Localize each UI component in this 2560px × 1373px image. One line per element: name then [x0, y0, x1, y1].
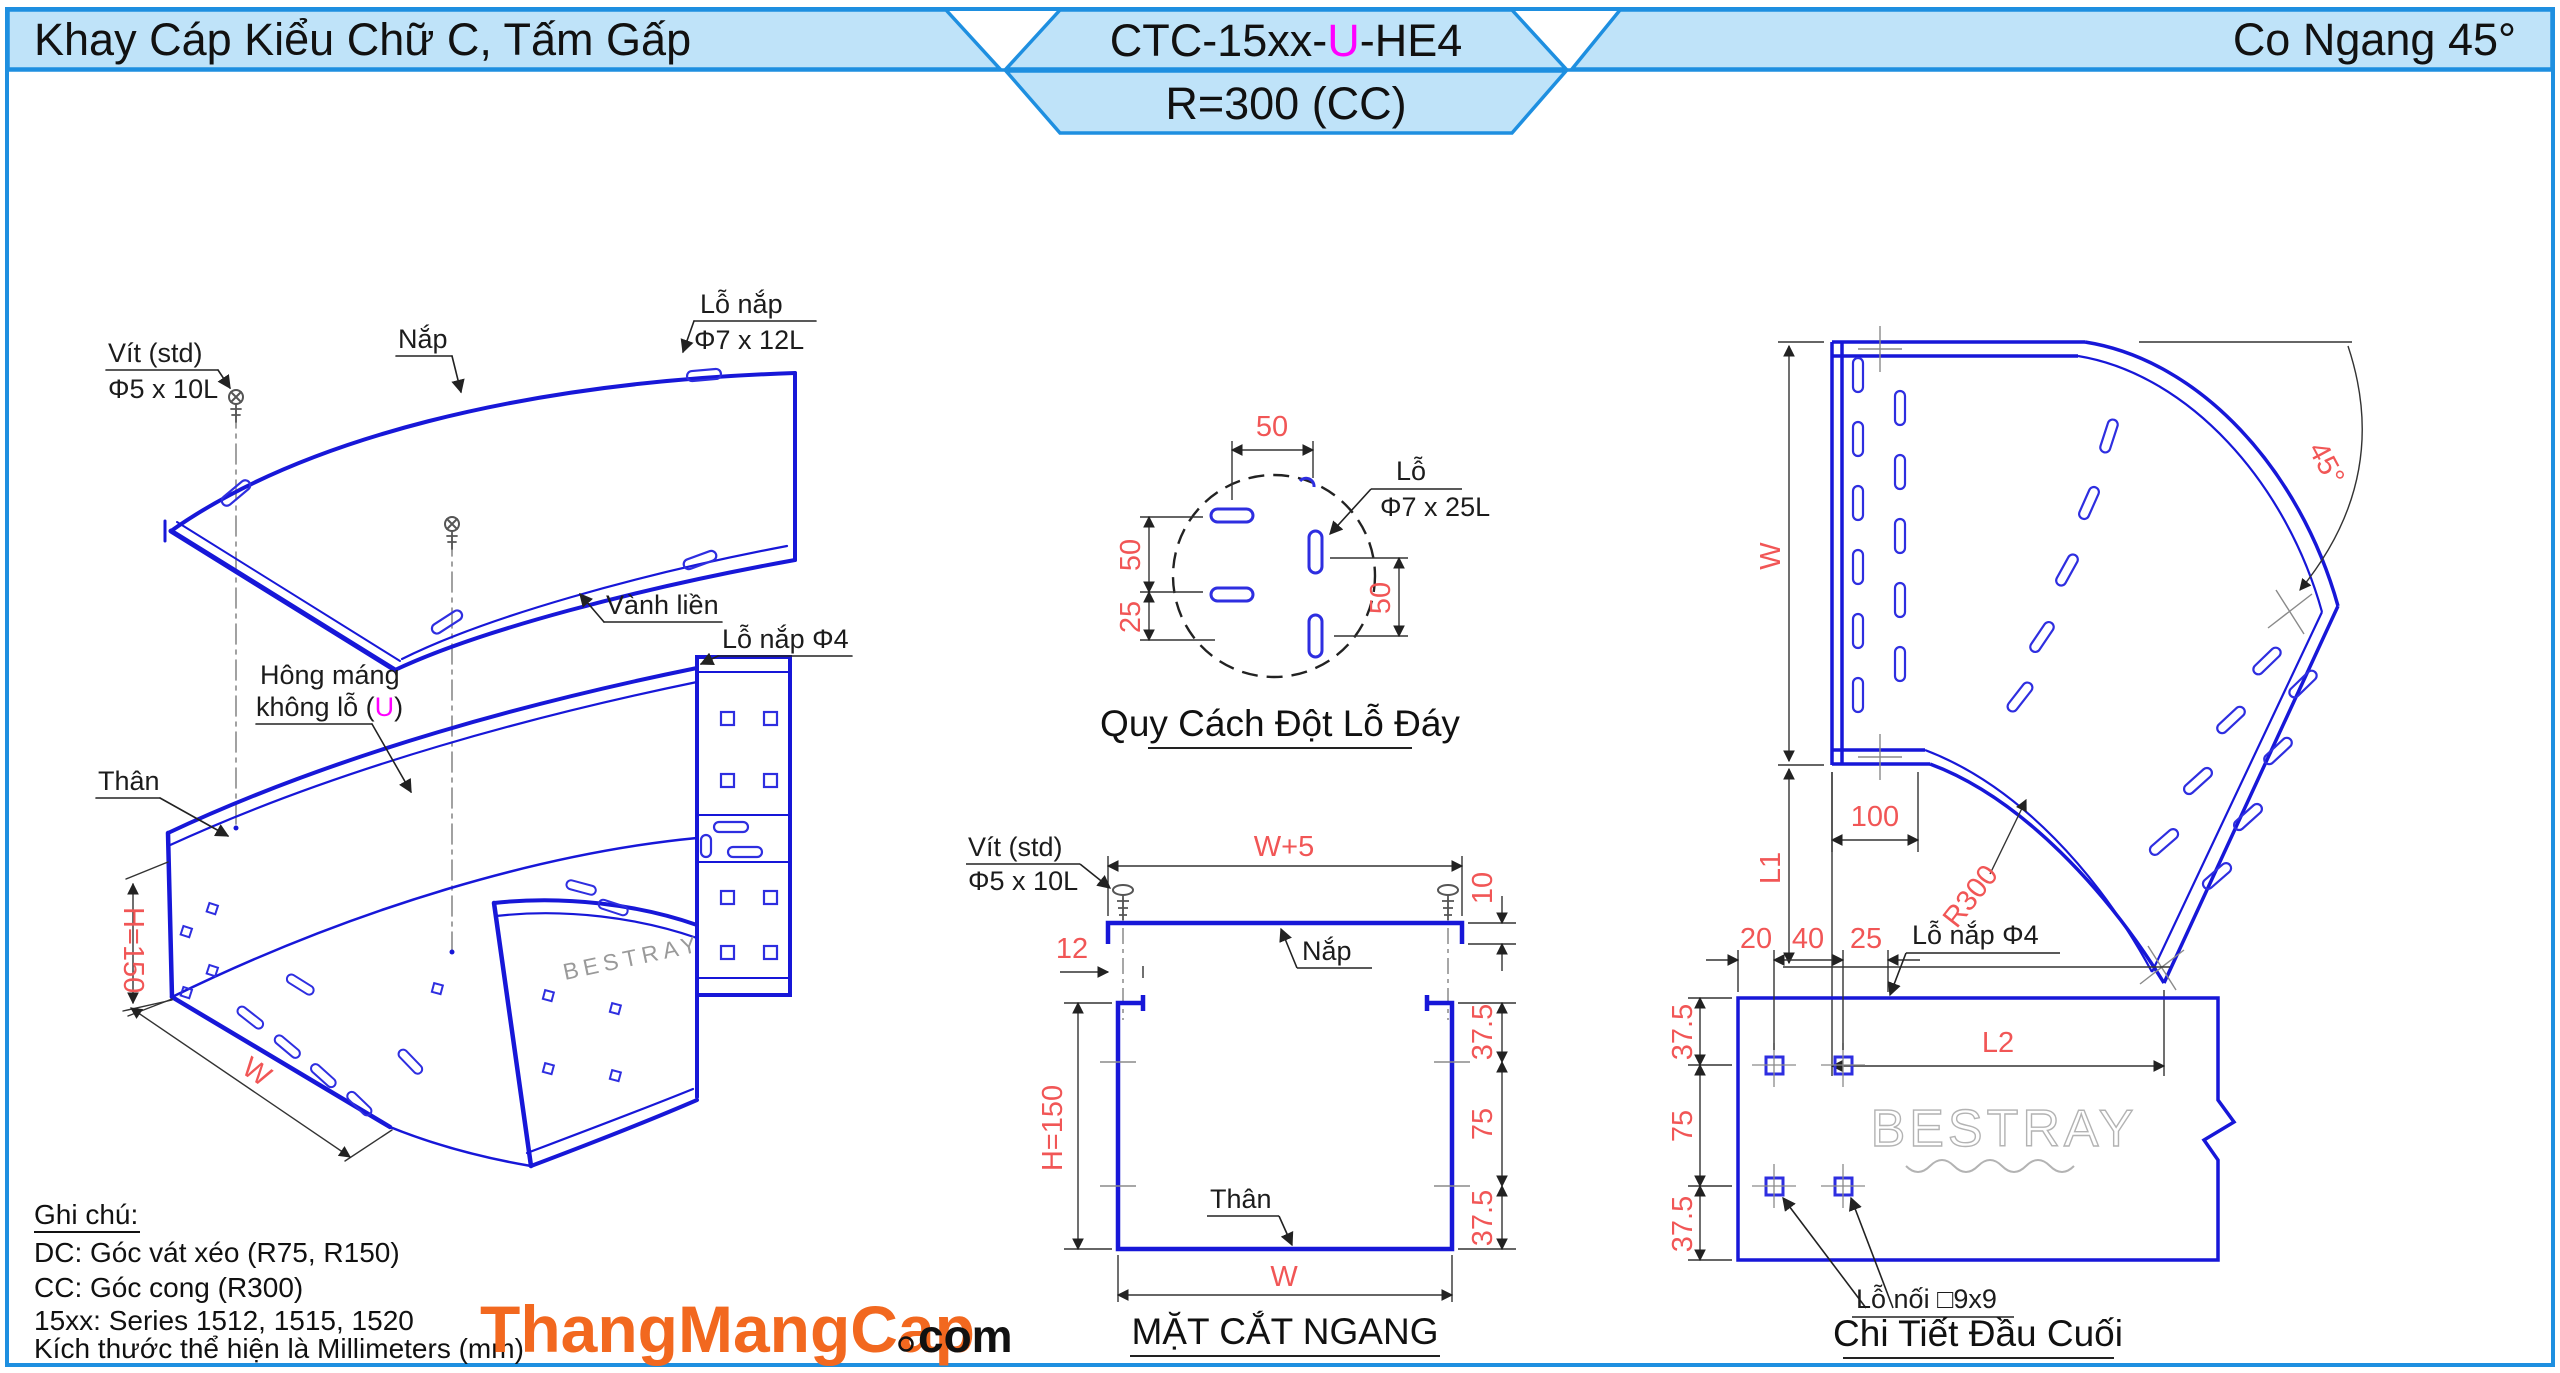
iso-screw-size: Φ5 x 10L: [108, 374, 218, 404]
detail-dim-left-upper: 50: [1115, 539, 1147, 571]
screw-icon: [1112, 884, 1134, 920]
sec-dim-right-bottom: 37.5: [1467, 1190, 1499, 1246]
detail-hole-label: Lỗ: [1396, 455, 1426, 486]
centerline: [1122, 898, 1449, 1020]
iso-dims: [122, 861, 393, 1162]
plan-dim-l2: L2: [1982, 1027, 2014, 1059]
screw-icon: [228, 389, 244, 423]
screw-icon: [444, 516, 460, 550]
model-code: CTC-15xx-U-HE4: [1110, 15, 1463, 66]
cover-slots: [220, 367, 723, 635]
hole-centermarks: [1752, 1043, 1865, 1208]
centerline: [235, 407, 453, 953]
section-leaders: [966, 863, 1372, 1247]
sec-cover-label: Nắp: [1302, 935, 1352, 966]
channel-outline: [1115, 995, 1455, 1252]
detail-hole-size: Φ7 x 25L: [1380, 492, 1490, 522]
svg-text:BESTRAY: BESTRAY: [1871, 1100, 2138, 1158]
iso-cover-hole-label: Lỗ nắp: [700, 288, 783, 319]
watermark-bestray: BESTRAY: [1870, 1099, 2138, 1173]
sec-dim-bottom: W: [1270, 1261, 1298, 1293]
iso-rim-label: Vành liền: [606, 590, 719, 620]
sec-dim-lid: 10: [1467, 872, 1499, 904]
sec-dim-right-mid: 75: [1467, 1108, 1499, 1140]
screw-icon: [1437, 884, 1459, 920]
detail-dim-right: 50: [1365, 582, 1397, 614]
end-detail: BESTRAY 20 40 25 37.5 75 37.5 Lỗ nắp Φ4: [1667, 919, 2237, 1359]
iso-screw-label: Vít (std): [108, 338, 203, 368]
fitting-name: Co Ngang 45°: [2233, 14, 2516, 65]
panel-holes: [699, 710, 779, 961]
notes-heading: Ghi chú:: [34, 1199, 138, 1230]
detail-slots: [1209, 476, 1324, 659]
detail-dim-top: 50: [1256, 411, 1288, 443]
end-joint-hole-label: Lỗ nối □9x9: [1856, 1283, 1997, 1314]
plan-view: W L1 100 R300 45° L2: [1755, 326, 2363, 1076]
iso-body-label: Thân: [98, 766, 160, 796]
body-end-panel: [695, 655, 792, 997]
notes-line-2: CC: Góc cong (R300): [34, 1272, 303, 1303]
end-dim-40: 40: [1792, 923, 1824, 955]
site-logo: ThangMangCap com: [480, 1292, 1013, 1366]
title-bar: Khay Cáp Kiểu Chữ C, Tấm Gấp CTC-15xx-U-…: [6, 8, 2554, 135]
iso-cover-label: Nắp: [398, 323, 448, 354]
end-dim-left-bottom: 37.5: [1667, 1196, 1699, 1252]
end-dim-left-top: 37.5: [1667, 1004, 1699, 1060]
notes-line-3: 15xx: Series 1512, 1515, 1520: [34, 1305, 414, 1336]
sec-dim-lip: 12: [1056, 933, 1088, 965]
iso-cover-hole4-label: Lỗ nắp Φ4: [722, 623, 849, 654]
plan-dims: [1778, 341, 2363, 1076]
end-detail-title: Chi Tiết Đầu Cuối: [1833, 1313, 2123, 1354]
end-leaders: [1782, 952, 2060, 1318]
cover-piece: [163, 371, 797, 673]
end-dim-25: 25: [1850, 923, 1882, 955]
sheet-frame: [5, 7, 2555, 1367]
section-title: MẶT CẮT NGANG: [1131, 1310, 1438, 1352]
sheet-title: Khay Cáp Kiểu Chữ C, Tấm Gấp: [34, 14, 691, 65]
plan-dim-l1: L1: [1755, 852, 1787, 884]
notes-line-1: DC: Góc vát xéo (R75, R150): [34, 1237, 400, 1268]
end-cover-hole-label: Lỗ nắp Φ4: [1912, 919, 2039, 950]
detail-dim-left-lower: 25: [1115, 601, 1147, 633]
iso-leaders: [95, 320, 853, 837]
sec-screw-label: Vít (std): [968, 832, 1063, 862]
logo-dot-icon: [898, 1336, 914, 1352]
sec-screw-size: Φ5 x 10L: [968, 866, 1078, 896]
iso-dim-height: H=150: [117, 907, 149, 993]
plan-dim-100: 100: [1851, 801, 1899, 833]
radius-note: R=300 (CC): [1165, 78, 1406, 129]
detail-dims: [1140, 441, 1408, 642]
cross-section-view: W+5 10 12 H=150 37.5 75 37.5 W Vít (std)…: [966, 831, 1516, 1357]
notes: Ghi chú: DC: Góc vát xéo (R75, R150) CC:…: [34, 1199, 524, 1364]
plan-dim-w: W: [1755, 542, 1787, 570]
plan-outline: [1830, 340, 2340, 984]
hole-pattern-detail: 50 50 25 50 Lỗ Φ7 x 25L Quy Cách Đột Lỗ …: [1100, 411, 1490, 749]
iso-side-label-1: Hông máng: [260, 660, 400, 690]
sec-dim-top: W+5: [1254, 831, 1314, 863]
plan-centermarks: [1858, 326, 2313, 991]
section-dims: [1060, 856, 1516, 1302]
end-dim-left-mid: 75: [1667, 1110, 1699, 1142]
iso-side-label-2: không lỗ (U): [256, 691, 403, 722]
end-dim-20: 20: [1740, 923, 1772, 955]
sec-body-label: Thân: [1210, 1184, 1272, 1214]
iso-cover-hole-size: Φ7 x 12L: [694, 325, 804, 355]
end-dims: [1688, 950, 1920, 1262]
plan-slots: [1851, 356, 2318, 890]
notes-line-4: Kích thước thể hiện là Millimeters (mm): [34, 1333, 524, 1364]
sec-dim-right-top: 37.5: [1467, 1004, 1499, 1060]
hole-centermarks: [1100, 1061, 1470, 1187]
detail-title: Quy Cách Đột Lỗ Đáy: [1100, 703, 1460, 744]
sec-dim-height: H=150: [1037, 1085, 1069, 1171]
logo-text: ThangMangCap: [480, 1292, 975, 1366]
logo-tld: com: [918, 1310, 1013, 1362]
